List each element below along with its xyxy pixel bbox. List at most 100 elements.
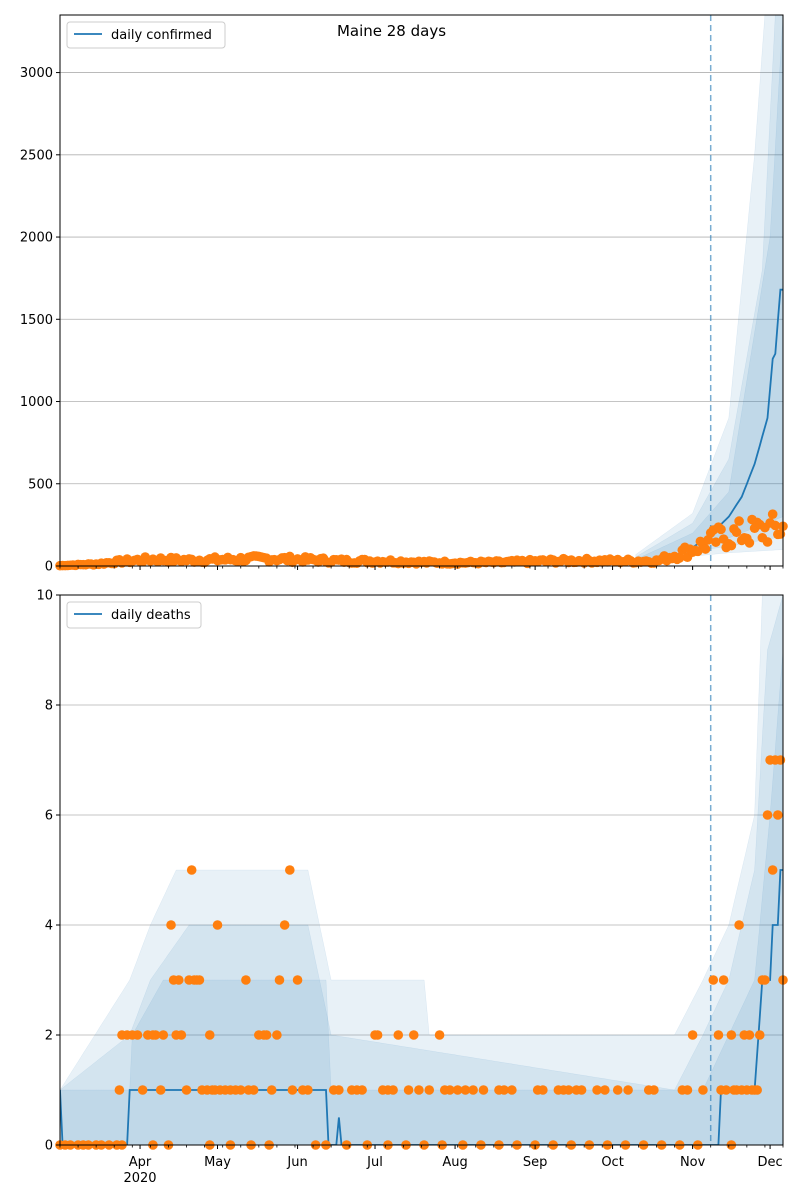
observed-point — [731, 527, 742, 538]
confidence-band-3 — [635, 15, 783, 566]
observed-point — [279, 920, 290, 930]
observed-point — [137, 1085, 148, 1095]
x-tick-sublabel: 2020 — [123, 1171, 156, 1186]
x-tick-label: May — [204, 1155, 231, 1170]
y-tick-label: 8 — [45, 699, 53, 714]
observed-point — [711, 537, 721, 547]
x-tick-label: Nov — [680, 1155, 706, 1170]
observed-point — [708, 975, 719, 985]
x-tick-label: Dec — [758, 1155, 783, 1170]
observed-point — [687, 1030, 698, 1040]
observed-point — [434, 1030, 445, 1040]
observed-point — [204, 1030, 215, 1040]
observed-point — [287, 1085, 298, 1095]
observed-point — [452, 1085, 463, 1095]
observed-point — [460, 1085, 471, 1095]
observed-point — [468, 1085, 478, 1095]
observed-point — [274, 975, 285, 985]
observed-point — [166, 920, 176, 930]
legend-box — [66, 21, 226, 49]
observed-point — [698, 1085, 708, 1095]
confirmed-panel: 0 500 1000 1500 2000 2500 3000 Maine 28 days dai… — [20, 14, 788, 575]
y-tick-label: 2000 — [20, 231, 53, 246]
observed-point — [612, 1085, 623, 1095]
observed-point — [303, 1085, 313, 1095]
observed-point — [734, 516, 744, 526]
plot-area — [60, 595, 783, 1145]
observed-point — [718, 975, 729, 985]
x-tick-label: Oct — [601, 1155, 623, 1170]
observed-point — [744, 1030, 755, 1040]
observed-point — [132, 1030, 143, 1040]
axes-frame — [59, 14, 784, 567]
observed-point — [186, 865, 197, 875]
observed-point — [726, 540, 737, 551]
observed-point — [538, 1085, 548, 1095]
observed-point — [623, 1085, 633, 1095]
y-tick-label: 0 — [45, 1139, 53, 1154]
observed-point — [212, 920, 223, 930]
y-tick-label: 2500 — [20, 148, 53, 163]
observed-point — [649, 1085, 659, 1095]
observed-point — [773, 810, 783, 820]
plot-area — [635, 15, 783, 566]
observed-point — [150, 1030, 161, 1040]
observed-point — [158, 1030, 169, 1040]
y-tick-label: 1000 — [20, 395, 53, 410]
y-tick-label: 1500 — [20, 313, 53, 328]
confidence-band-3 — [60, 595, 783, 1145]
y-tick-label: 4 — [45, 919, 53, 934]
observed-point — [285, 865, 295, 875]
observed-point — [388, 1085, 398, 1095]
observed-point — [752, 1085, 762, 1095]
x-tick-label: Jun — [286, 1155, 307, 1170]
y-tick-label: 500 — [28, 477, 53, 492]
observed-points — [55, 509, 788, 571]
legend-label: daily confirmed — [111, 28, 212, 43]
legend: daily confirmed — [66, 21, 226, 49]
observed-point — [176, 1030, 187, 1040]
y-tick-label: 6 — [45, 809, 53, 824]
observed-point — [414, 1085, 424, 1095]
observed-point — [713, 1030, 724, 1040]
observed-point — [181, 1085, 192, 1095]
observed-point — [248, 1085, 259, 1095]
observed-point — [334, 1085, 344, 1095]
x-tick-label: Aug — [442, 1155, 467, 1170]
y-tick-label: 0 — [45, 560, 53, 575]
observed-point — [762, 810, 773, 820]
y-tick-label: 2 — [45, 1029, 53, 1044]
confidence-band-2 — [60, 595, 783, 1145]
legend-box — [66, 601, 202, 629]
observed-point — [114, 1085, 125, 1095]
observed-point — [563, 1085, 574, 1095]
observed-point — [767, 509, 778, 519]
observed-point — [770, 520, 781, 531]
observed-point — [592, 1085, 602, 1095]
legend-label: daily deaths — [111, 608, 191, 623]
observed-point — [241, 975, 251, 985]
observed-point — [726, 1030, 737, 1040]
observed-point — [692, 546, 703, 557]
observed-point — [762, 537, 773, 547]
observed-point — [734, 920, 744, 930]
observed-point — [393, 1030, 404, 1040]
observed-point — [507, 1085, 517, 1095]
observed-point — [408, 1030, 419, 1040]
observed-point — [445, 1085, 455, 1095]
observed-point — [478, 1085, 489, 1095]
observed-point — [292, 975, 303, 985]
observed-point — [194, 975, 205, 985]
y-tick-label: 10 — [36, 589, 53, 604]
observed-point — [760, 975, 770, 985]
y-tick-label: 3000 — [20, 66, 53, 81]
observed-point — [721, 1085, 731, 1095]
x-tick-label: Apr — [129, 1155, 152, 1170]
observed-point — [600, 1085, 610, 1095]
observed-point — [372, 1030, 383, 1040]
forecast-line — [60, 869, 783, 1145]
observed-point — [235, 1085, 246, 1095]
observed-point — [173, 975, 184, 985]
